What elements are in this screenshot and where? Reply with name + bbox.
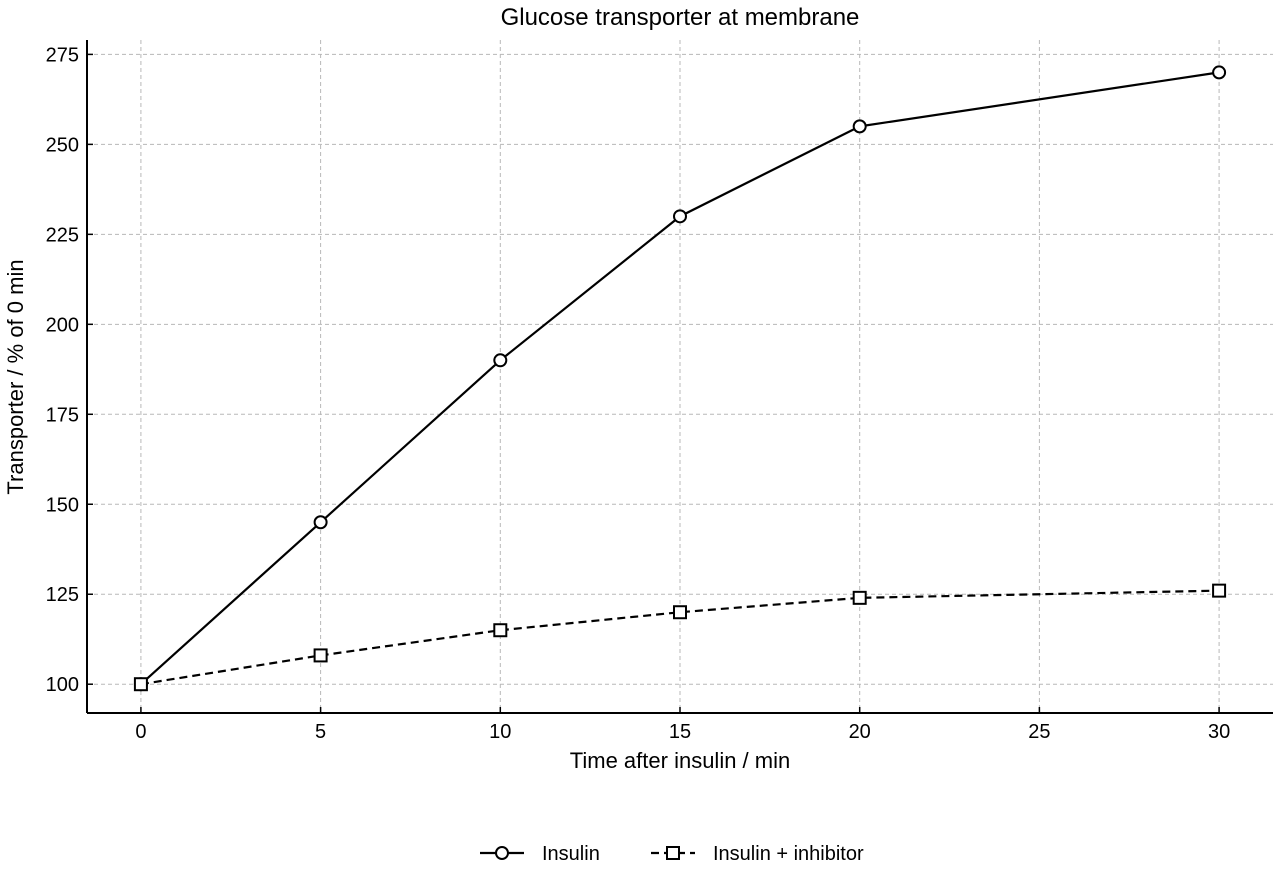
data-point bbox=[493, 623, 508, 638]
series-line bbox=[140, 71, 1220, 686]
data-point bbox=[852, 119, 867, 134]
data-point bbox=[1212, 583, 1227, 598]
legend-marker bbox=[666, 846, 680, 860]
data-point bbox=[313, 515, 328, 530]
y-axis-ticks: 100 125 150 175 200 225 250 275 bbox=[46, 44, 93, 696]
x-tick-label: 25 bbox=[1028, 721, 1050, 743]
x-tick-label: 5 bbox=[315, 721, 326, 743]
y-tick-label: 275 bbox=[46, 44, 79, 66]
y-tick-label: 225 bbox=[46, 224, 79, 246]
legend-label: Insulin + inhibitor bbox=[713, 843, 864, 865]
y-tick-label: 175 bbox=[46, 404, 79, 426]
y-tick-label: 125 bbox=[46, 584, 79, 606]
y-tick-label: 150 bbox=[46, 494, 79, 516]
x-tick-label: 0 bbox=[135, 721, 146, 743]
series-layer bbox=[133, 65, 1227, 692]
x-tick-label: 10 bbox=[489, 721, 511, 743]
legend-entry: Insulin bbox=[480, 843, 600, 865]
series-line bbox=[140, 589, 1220, 686]
series-2 bbox=[133, 583, 1227, 692]
x-tick-label: 20 bbox=[849, 721, 871, 743]
data-point bbox=[1212, 65, 1227, 80]
x-tick-label: 30 bbox=[1208, 721, 1230, 743]
y-tick-label: 200 bbox=[46, 314, 79, 336]
data-point bbox=[493, 353, 508, 368]
y-tick-label: 100 bbox=[46, 674, 79, 696]
x-tick-label: 15 bbox=[669, 721, 691, 743]
legend: Insulin Insulin + inhibitor bbox=[480, 843, 864, 865]
grid-lines bbox=[87, 40, 1273, 713]
data-point bbox=[673, 605, 687, 620]
legend-marker bbox=[495, 846, 509, 860]
y-axis-label: Transporter / % of 0 min bbox=[3, 259, 28, 494]
x-axis-label: Time after insulin / min bbox=[570, 748, 790, 773]
y-tick-label: 250 bbox=[46, 134, 79, 156]
data-point bbox=[673, 209, 687, 224]
chart-title: Glucose transporter at membrane bbox=[501, 4, 860, 31]
x-axis-ticks: 0 5 10 15 20 25 30 bbox=[135, 707, 1230, 743]
legend-entry: Insulin + inhibitor bbox=[651, 843, 864, 865]
data-point bbox=[313, 648, 328, 663]
data-point bbox=[133, 677, 148, 692]
data-point bbox=[852, 590, 867, 605]
legend-label: Insulin bbox=[542, 843, 600, 865]
